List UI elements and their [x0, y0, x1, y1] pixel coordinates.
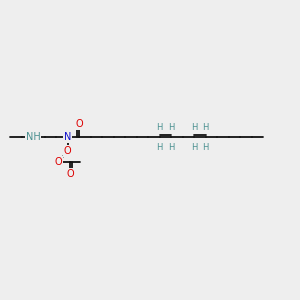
Text: O: O: [66, 169, 74, 179]
Text: H: H: [202, 142, 209, 152]
Text: N: N: [64, 132, 71, 142]
Text: O: O: [75, 119, 83, 129]
Text: H: H: [191, 142, 197, 152]
Text: H: H: [202, 122, 209, 131]
Text: O: O: [64, 146, 71, 156]
Text: H: H: [168, 122, 174, 131]
Text: H: H: [156, 122, 163, 131]
Text: H: H: [156, 142, 163, 152]
Text: H: H: [168, 142, 174, 152]
Text: O: O: [55, 157, 62, 167]
Text: H: H: [191, 122, 197, 131]
Text: NH: NH: [26, 132, 40, 142]
